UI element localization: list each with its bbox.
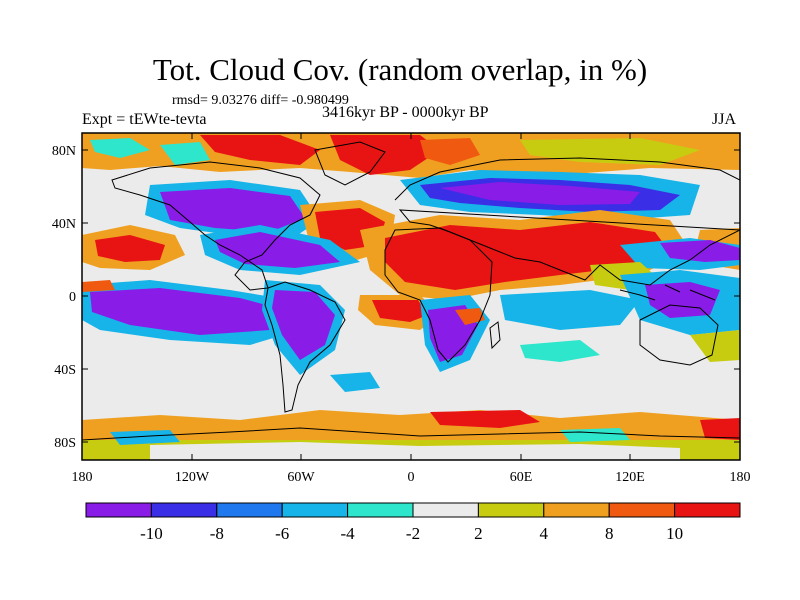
colorbar-label: -8 bbox=[210, 524, 224, 543]
coastline-australia bbox=[639, 304, 719, 366]
colorbar-swatch bbox=[281, 502, 349, 518]
lon-labels: 180 120W 60W 0 60E 120E 180 bbox=[72, 470, 751, 485]
map-title: Tot. Cloud Cov. (random overlap, in %) bbox=[152, 52, 648, 87]
anomaly-patch bbox=[160, 142, 210, 165]
coastline-maritime bbox=[619, 284, 716, 301]
lon-label: 60W bbox=[287, 470, 315, 485]
experiment-label: Expt = tEWte-tevta bbox=[82, 111, 207, 128]
colorbar-label: 2 bbox=[474, 524, 483, 543]
colorbar-label: 10 bbox=[666, 524, 683, 543]
anomaly-patch bbox=[455, 308, 485, 325]
anomaly-patch bbox=[700, 418, 740, 440]
lat-label: 40S bbox=[54, 363, 76, 378]
axis-ticks bbox=[81, 133, 741, 460]
coastlines bbox=[82, 141, 740, 441]
colorbar-swatch bbox=[150, 502, 218, 518]
anomaly-patch bbox=[372, 300, 428, 322]
colorbar-label: -2 bbox=[406, 524, 420, 543]
anomaly-patch bbox=[200, 135, 320, 165]
colorbar-swatch bbox=[347, 502, 414, 518]
coastline-eurasia bbox=[394, 157, 740, 286]
anomaly-patch bbox=[660, 240, 740, 262]
coastline-south-america bbox=[264, 281, 346, 413]
anomaly-patch bbox=[330, 372, 380, 392]
colorbar-swatch bbox=[216, 502, 283, 518]
colorbar-label: -10 bbox=[140, 524, 163, 543]
coastline-madagascar bbox=[489, 321, 501, 350]
colorbar-swatch bbox=[608, 502, 676, 518]
lat-labels: 80N 40N 0 40S 80S bbox=[52, 144, 76, 451]
lat-label: 80N bbox=[52, 144, 76, 159]
lat-label: 40N bbox=[52, 217, 76, 232]
lon-label: 180 bbox=[730, 470, 751, 485]
colorbar-swatch bbox=[477, 502, 545, 518]
anomaly-patch bbox=[440, 182, 640, 205]
coastline-greenland bbox=[314, 141, 386, 186]
anomaly-patch bbox=[420, 138, 480, 165]
stats-line: rmsd= 9.03276 diff= -0.980499 bbox=[172, 93, 349, 108]
colorbar bbox=[85, 502, 741, 518]
anomaly-patch bbox=[150, 442, 680, 460]
anomaly-patch bbox=[330, 135, 440, 175]
coastline-antarctica bbox=[82, 427, 740, 441]
season-label: JJA bbox=[712, 111, 737, 128]
colorbar-swatch bbox=[412, 502, 479, 518]
anomaly-patch bbox=[95, 235, 165, 262]
anomaly-patch bbox=[690, 330, 740, 362]
lon-label: 60E bbox=[510, 470, 533, 485]
anomaly-patch bbox=[90, 288, 285, 335]
colorbar-swatch bbox=[85, 502, 152, 518]
anomaly-patch bbox=[560, 428, 630, 442]
anomaly-patch bbox=[110, 430, 180, 445]
anomaly-patch bbox=[272, 290, 335, 360]
anomaly-patch bbox=[500, 290, 640, 330]
colorbar-label: -4 bbox=[341, 524, 356, 543]
anomaly-patch bbox=[520, 340, 600, 362]
colorbar-swatch bbox=[543, 502, 610, 518]
lon-label: 120W bbox=[175, 470, 210, 485]
anomaly-patch bbox=[82, 280, 115, 292]
colorbar-label: 8 bbox=[605, 524, 614, 543]
lon-label: 180 bbox=[72, 470, 93, 485]
anomaly-patch bbox=[90, 138, 150, 158]
anomaly-patch bbox=[385, 222, 670, 290]
coastline-africa bbox=[384, 227, 493, 363]
colorbar-labels: -10 -8 -6 -4 -2 2 4 8 10 bbox=[140, 524, 683, 543]
anomaly-patch bbox=[160, 188, 305, 232]
lat-label: 80S bbox=[54, 436, 76, 451]
lon-label: 0 bbox=[408, 470, 415, 485]
coastline-north-america bbox=[111, 161, 321, 291]
lat-label: 0 bbox=[69, 290, 76, 305]
colorbar-label: -6 bbox=[275, 524, 289, 543]
colorbar-label: 4 bbox=[540, 524, 549, 543]
lon-label: 120E bbox=[615, 470, 645, 485]
colorbar-swatch bbox=[674, 502, 741, 518]
period-label: 3416kyr BP - 0000kyr BP bbox=[322, 104, 489, 121]
anomaly-patch bbox=[430, 410, 540, 428]
